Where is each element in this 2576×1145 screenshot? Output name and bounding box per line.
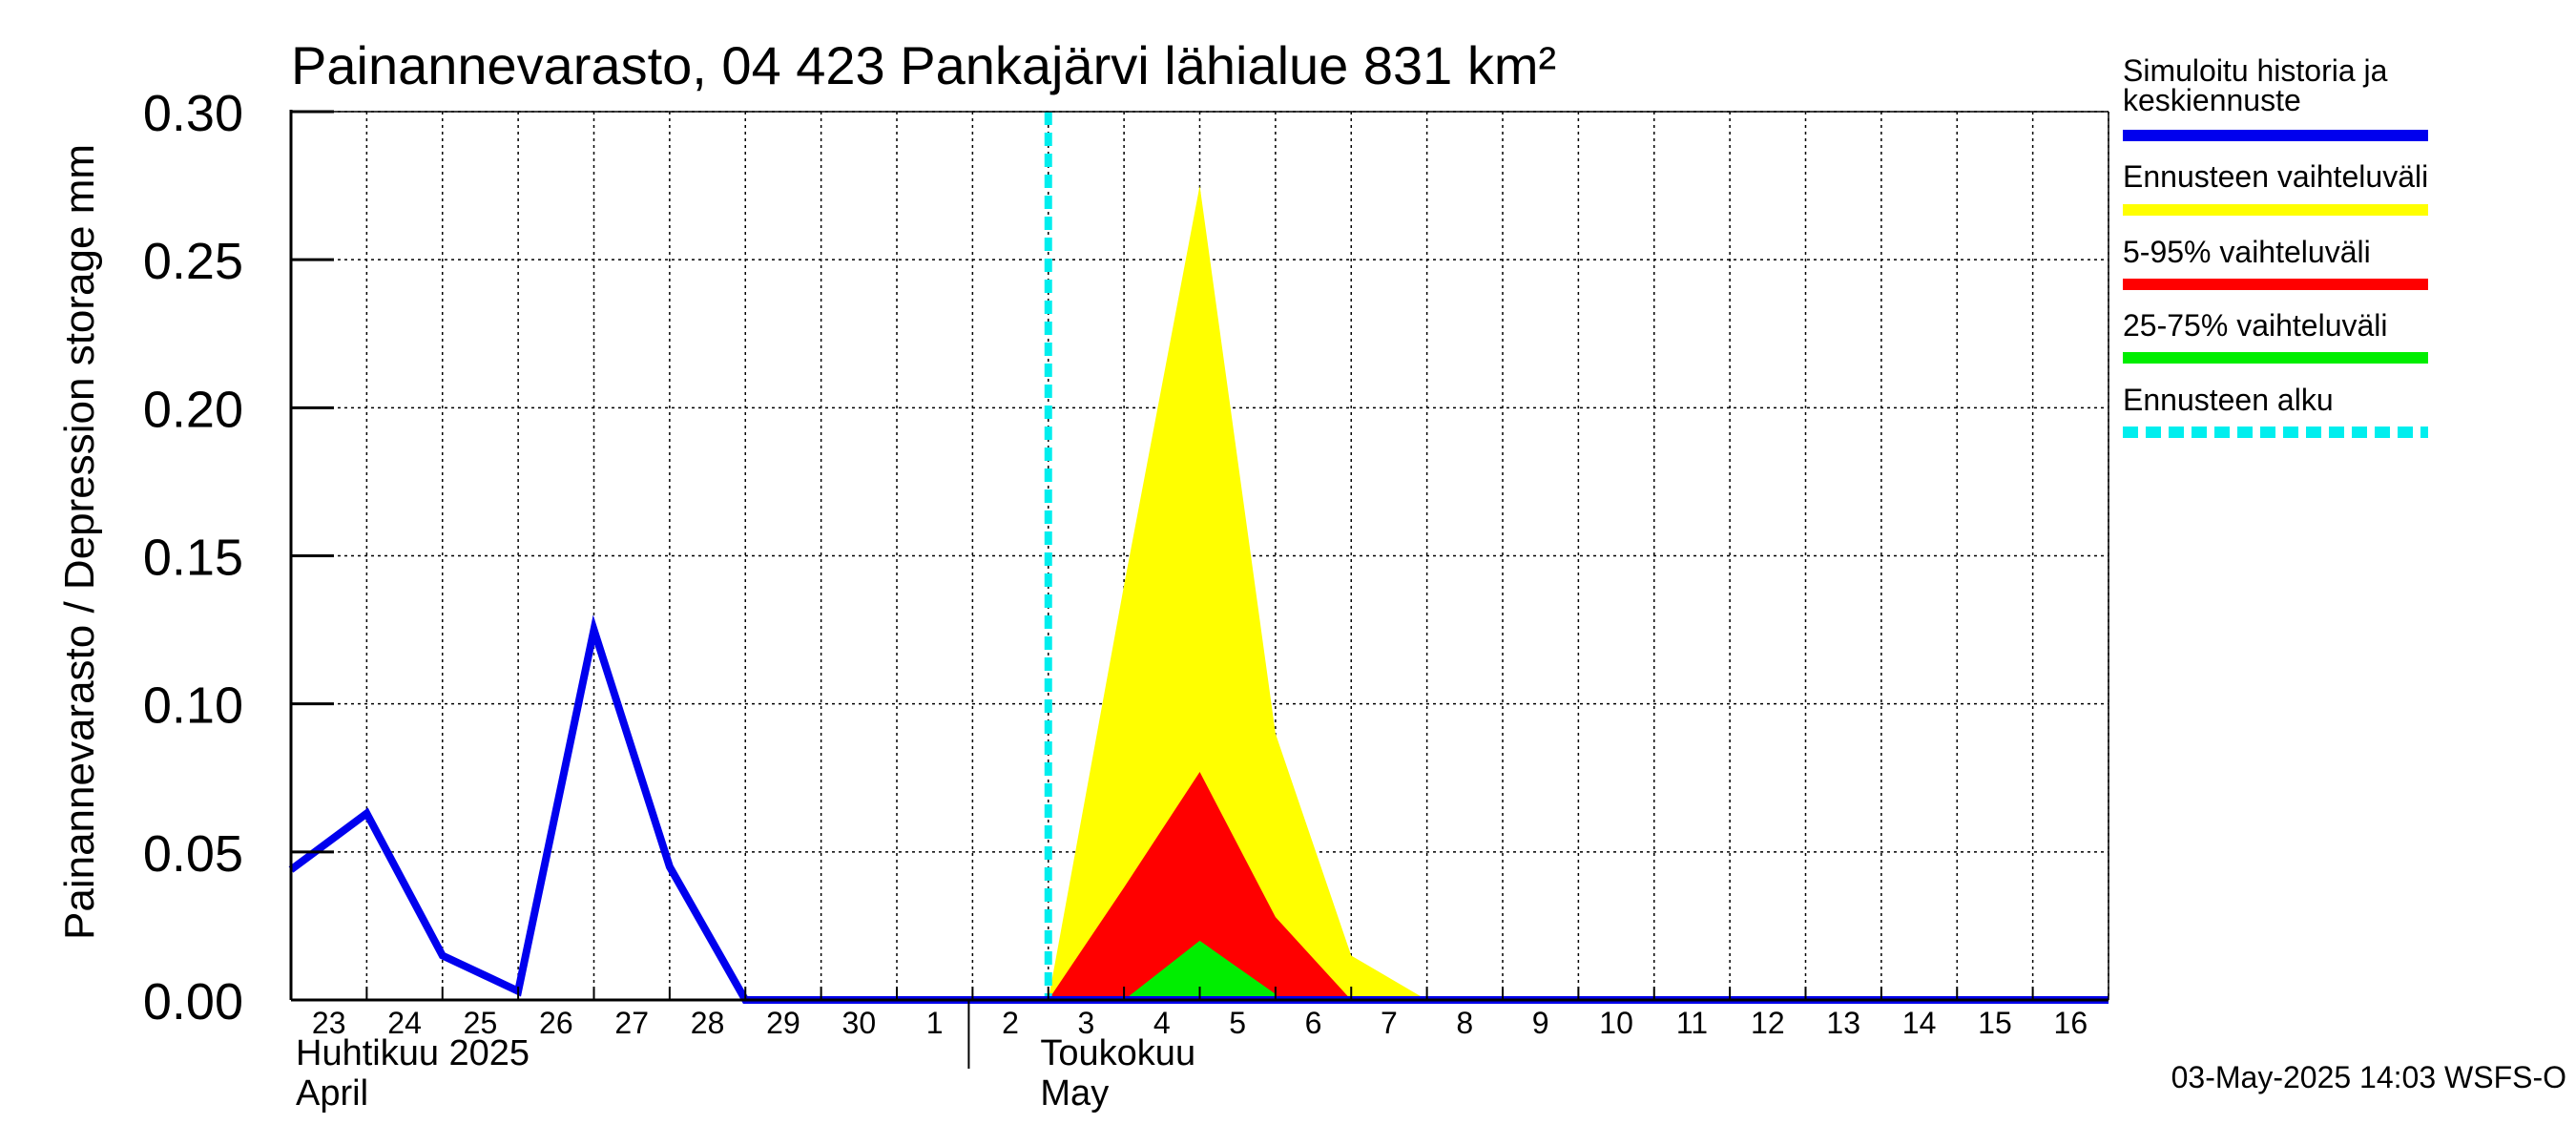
x-axis-ticks: 23 24 25 26 27 28 29 30 1 2 3 4 5 6 7 8 9 10 11 12 13 14 15 16 bbox=[290, 987, 2088, 1040]
x-tick-label: 10 bbox=[1599, 1006, 1633, 1040]
x-tick-label: 4 bbox=[1153, 1006, 1171, 1040]
y-tick-label: 0.25 bbox=[143, 233, 243, 290]
legend-label: Simuloitu historia ja bbox=[2123, 53, 2388, 88]
forecast-bands bbox=[1048, 185, 1427, 1001]
x-tick-label: 12 bbox=[1751, 1006, 1785, 1040]
x-tick-label: 11 bbox=[1676, 1006, 1708, 1040]
x-tick-label: 24 bbox=[387, 1006, 422, 1040]
x-tick-label: 3 bbox=[1078, 1006, 1095, 1040]
x-tick-label: 23 bbox=[312, 1006, 346, 1040]
legend-label: 25-75% vaihteluväli bbox=[2123, 308, 2388, 343]
history-point bbox=[442, 954, 444, 956]
y-tick-label: 0.15 bbox=[143, 530, 243, 587]
month-label-en: April bbox=[296, 1073, 368, 1114]
chart-title: Painannevarasto, 04 423 Pankajärvi lähia… bbox=[291, 35, 1556, 95]
y-tick-label: 0.00 bbox=[143, 973, 243, 1030]
x-tick-label: 8 bbox=[1456, 1006, 1473, 1040]
legend-label: keskiennuste bbox=[2123, 83, 2301, 117]
x-tick-label: 13 bbox=[1826, 1006, 1860, 1040]
x-tick-label: 16 bbox=[2054, 1006, 2088, 1040]
legend-label: Ennusteen alku bbox=[2123, 383, 2334, 417]
y-tick-label: 0.10 bbox=[143, 677, 243, 735]
x-tick-label: 15 bbox=[1978, 1006, 2012, 1040]
band-ennusteen-vaihteluv-li bbox=[1048, 185, 1427, 1001]
history-point bbox=[365, 812, 367, 814]
legend-label: 5-95% vaihteluväli bbox=[2123, 235, 2371, 269]
y-axis-label: Painannevarasto / Depression storage mm bbox=[56, 144, 103, 940]
history-point bbox=[593, 629, 594, 631]
y-tick-label: 0.05 bbox=[143, 825, 243, 883]
y-tick-label: 0.20 bbox=[143, 381, 243, 438]
month-label-fi: Toukokuu bbox=[1040, 1033, 1195, 1073]
x-tick-label: 5 bbox=[1229, 1006, 1246, 1040]
x-tick-label: 26 bbox=[539, 1006, 573, 1040]
x-tick-label: 27 bbox=[614, 1006, 649, 1040]
x-tick-label: 30 bbox=[842, 1006, 877, 1040]
x-tick-label: 28 bbox=[691, 1006, 725, 1040]
x-tick-label: 7 bbox=[1381, 1006, 1398, 1040]
x-tick-label: 29 bbox=[766, 1006, 800, 1040]
x-tick-label: 1 bbox=[926, 1006, 944, 1040]
x-tick-label: 14 bbox=[1902, 1006, 1937, 1040]
x-tick-label: 9 bbox=[1532, 1006, 1549, 1040]
month-label-fi: Huhtikuu 2025 bbox=[296, 1033, 530, 1073]
y-axis-ticks: 0.00 0.05 0.10 0.15 0.20 0.25 0.30 bbox=[143, 85, 334, 1030]
y-tick-label: 0.30 bbox=[143, 85, 243, 142]
history-point bbox=[669, 865, 671, 867]
x-tick-label: 2 bbox=[1002, 1006, 1019, 1040]
footer-timestamp: 03-May-2025 14:03 WSFS-O bbox=[2171, 1060, 2566, 1094]
band-5-95-vaihteluv-li bbox=[1048, 772, 1352, 1000]
band-25-75-vaihteluv-li bbox=[1124, 940, 1276, 1000]
legend-label: Ennusteen vaihteluväli bbox=[2123, 159, 2428, 194]
x-tick-label: 25 bbox=[464, 1006, 498, 1040]
month-label-en: May bbox=[1040, 1073, 1109, 1114]
x-tick-label: 6 bbox=[1305, 1006, 1322, 1040]
